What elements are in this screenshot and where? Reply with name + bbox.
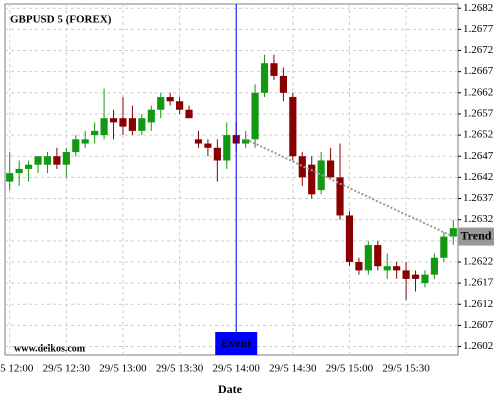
candle-body xyxy=(128,118,136,131)
candle-body xyxy=(402,270,410,279)
candle-body xyxy=(251,92,259,140)
x-tick-label: 29/5 12:30 xyxy=(43,363,91,375)
candle-body xyxy=(289,97,297,157)
candle-body xyxy=(430,257,438,275)
candle-body xyxy=(176,101,184,110)
candle-body xyxy=(355,261,363,271)
candle-body xyxy=(100,118,108,136)
candle-body xyxy=(308,164,316,195)
candle-body xyxy=(393,266,401,271)
candle-body xyxy=(449,228,457,237)
candle-body xyxy=(166,97,174,102)
event-label: Event xyxy=(221,336,251,350)
candle-body xyxy=(91,130,99,136)
y-tick-label: 1.2632 xyxy=(463,213,493,225)
x-tick-label: 29/5 12:00 xyxy=(0,363,34,375)
candle-body xyxy=(440,236,448,258)
x-tick-label: 29/5 14:30 xyxy=(269,363,317,375)
x-axis-label: Date xyxy=(218,382,243,396)
candle-body xyxy=(213,147,221,161)
candle-body xyxy=(147,109,155,123)
x-tick-label: 29/5 13:00 xyxy=(99,363,147,375)
candle-body xyxy=(109,118,118,123)
x-tick-label: 29/5 15:30 xyxy=(382,363,430,375)
candle-body xyxy=(81,139,89,144)
candle-body xyxy=(157,97,165,110)
candle-body xyxy=(62,152,70,165)
candle-body xyxy=(298,156,306,178)
candle-body xyxy=(204,143,212,148)
candle-body xyxy=(34,156,42,165)
candle-body xyxy=(383,266,391,271)
candle-body xyxy=(25,164,33,169)
watermark: www.delkos.com xyxy=(14,343,86,354)
y-tick-label: 1.2672 xyxy=(463,44,493,56)
trend-label-box xyxy=(458,227,494,246)
x-tick-label: 29/5 13:30 xyxy=(156,363,204,375)
y-tick-label: 1.2657 xyxy=(463,107,494,119)
y-tick-label: 1.2612 xyxy=(463,298,493,310)
candle-body xyxy=(279,75,287,93)
candle-body xyxy=(364,245,372,271)
candle-body xyxy=(223,135,231,161)
candle-body xyxy=(194,139,203,144)
y-tick-label: 1.2607 xyxy=(463,319,494,331)
candle-body xyxy=(421,274,429,284)
event-label-box xyxy=(215,332,258,355)
x-tick-label: 29/5 15:00 xyxy=(326,363,374,375)
candle-body xyxy=(411,274,420,279)
candle-body xyxy=(270,63,278,76)
chart-title: GBPUSD 5 (FOREX) xyxy=(10,14,112,26)
y-tick-label: 1.2617 xyxy=(463,277,494,289)
candle-body xyxy=(260,63,269,93)
plot-area xyxy=(4,3,459,356)
y-tick-label: 1.2662 xyxy=(463,86,493,98)
y-tick-label: 1.2637 xyxy=(463,192,494,204)
y-tick-label: 1.2642 xyxy=(463,171,493,183)
x-tick-label: 29/5 14:00 xyxy=(213,363,261,375)
candle-body xyxy=(374,245,382,267)
y-tick-label: 1.2652 xyxy=(463,129,493,141)
y-tick-label: 1.2622 xyxy=(463,255,493,267)
candle-body xyxy=(6,173,14,182)
trend-label: Trend xyxy=(461,228,492,242)
candle-body xyxy=(317,160,325,191)
candle-body xyxy=(138,118,146,131)
candle-body xyxy=(119,118,127,127)
candle-body xyxy=(242,139,250,144)
candle-body xyxy=(185,109,193,119)
y-tick-label: 1.2602 xyxy=(463,340,493,352)
candle-body xyxy=(53,156,61,165)
candle-body xyxy=(327,160,335,178)
candle-body xyxy=(15,168,23,174)
y-tick-label: 1.2682 xyxy=(463,2,493,14)
candle-body xyxy=(43,156,52,165)
candle-body xyxy=(72,139,80,153)
candle-body xyxy=(336,177,344,216)
y-tick-label: 1.2647 xyxy=(463,150,494,162)
candle-body xyxy=(345,215,354,262)
y-tick-label: 1.2677 xyxy=(463,23,494,35)
y-tick-label: 1.2667 xyxy=(463,65,494,77)
